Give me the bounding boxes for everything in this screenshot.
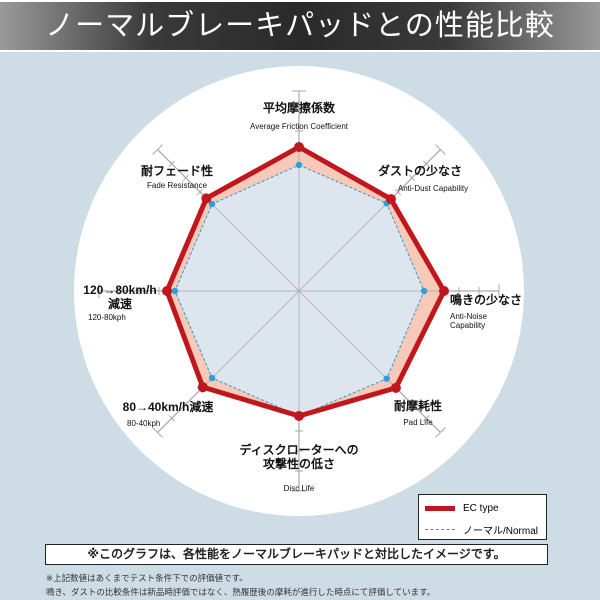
radar-axis-overlay [298,290,441,433]
radar-axis-overlay [157,149,300,292]
axis-label-en-120-80: 120-80kph [88,313,126,322]
axis-label-en-friction: Average Friction Coefficient [250,122,348,131]
ec-type-point [439,286,449,296]
ec-type-point [197,382,208,393]
axis-label-en-80-40: 80-40kph [127,419,161,428]
ec-type-point [390,382,401,393]
axis-label-ja-disc-life: ディスクローターへの攻撃性の低さ [239,443,359,471]
axis-label-ja-80-40: 80→40km/h減速 [122,400,214,414]
axis-label-ja-pad-life: 耐摩耗性 [393,399,443,413]
normal-point [171,287,179,295]
axis-label-en-disc-life: Disc Life [283,484,315,493]
ec-type-point [162,286,172,296]
axis-label-en-pad-life: Pad Life [403,418,433,427]
axis-label-en-noise: Anti-Noise Capability [450,312,487,331]
radar-axis-overlay [298,149,441,292]
radar-axis-overlay [157,290,300,433]
ec-type-point [385,194,396,205]
chart-note: ※このグラフは、各性能をノーマルブレーキパッドと対比したイメージです。 [45,544,548,565]
normal-point [383,375,390,382]
ec-type-point [294,411,304,421]
legend: EC type ノーマル/Normal [418,494,547,540]
axis-label-ja-fade: 耐フェード性 [140,164,214,178]
ec-type-point [294,142,304,152]
axis-label-ja-friction: 平均摩擦係数 [262,101,336,115]
legend-label-normal: ノーマル/Normal [463,526,539,537]
axis-label-en-fade: Fade Resistance [146,181,208,190]
page-title: ノーマルブレーキパッドとの性能比較 [0,0,600,52]
legend-swatch-ec [425,506,455,511]
legend-swatch-normal [425,529,455,530]
axis-label-ja-dust: ダストの少なさ [377,164,463,178]
axis-label-ja-noise: 鳴きの少なさ [450,293,523,307]
normal-point [420,287,428,295]
normal-point [295,161,303,169]
axis-label-ja-120-80: 120→80km/h減速 [83,283,157,311]
legend-label-ec: EC type [463,503,499,514]
axis-label-en-dust: Anti-Dust Capability [397,184,469,193]
footnote-2: 鳴き、ダストの比較条件は新品時評価ではなく、熱履歴後の摩耗が進行した時点にて評価… [46,588,436,598]
normal-point [208,200,216,208]
ec-type-point [201,193,212,204]
normal-point [208,374,216,382]
footnote-1: ※上記数値はあくまでテスト条件下での評価値です。 [46,574,248,584]
